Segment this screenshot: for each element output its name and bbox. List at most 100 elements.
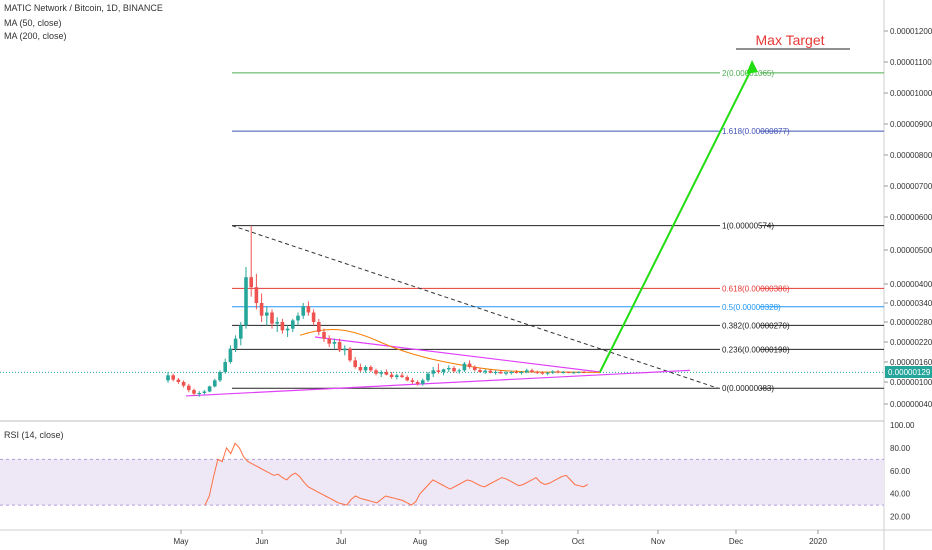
candle-body (431, 370, 435, 374)
price-tick-label: 0.00000040 (890, 400, 932, 409)
candle-body (410, 380, 415, 382)
candle-body (540, 372, 545, 374)
rsi-tick-label: 20.00 (890, 513, 911, 522)
candle-body (296, 315, 300, 321)
price-tick-label: 0.00000500 (890, 246, 932, 255)
rsi-tick-label: 40.00 (890, 490, 911, 499)
rsi-tick-label: 80.00 (890, 444, 911, 453)
candle-body (462, 363, 467, 371)
candle-body (171, 375, 175, 380)
price-tick-label: 0.00000160 (890, 358, 932, 367)
candle-body (249, 277, 253, 288)
candle-body (374, 370, 378, 374)
candle-body (483, 370, 487, 372)
candle-body (457, 370, 461, 372)
time-tick-label: 2020 (809, 537, 827, 546)
candle-body (254, 287, 259, 303)
wedge-lower (185, 369, 691, 397)
time-tick-label: Sep (495, 537, 510, 546)
candle-body (525, 370, 529, 372)
time-tick-label: Dec (729, 537, 743, 546)
candle-body (452, 368, 456, 372)
price-tick-label: 0.00000800 (890, 151, 932, 160)
candle-body (478, 370, 482, 372)
candle-body (270, 312, 274, 324)
candle-body (327, 338, 331, 344)
price-tick-label: 0.00000700 (890, 182, 932, 191)
candle-body (213, 380, 217, 387)
fib-label: 1(0.00000574) (722, 222, 774, 231)
price-tick-label: 0.00000220 (890, 338, 932, 347)
fib-levels: 2(0.00001065)1.618(0.00000877)1(0.000005… (232, 69, 884, 393)
fib-label: 0.382(0.00000270) (722, 321, 790, 330)
fib-label: 0.5(0.00000328) (722, 303, 781, 312)
time-tick-label: Aug (413, 537, 427, 546)
candle-body (426, 373, 430, 381)
candle-body (499, 372, 503, 374)
candle-body (369, 367, 373, 371)
candle-body (530, 370, 534, 372)
candle-body (265, 312, 269, 316)
price-tick-label: 0.00000900 (890, 120, 932, 129)
candle-body (317, 322, 321, 332)
candle-body (473, 367, 477, 370)
candle-body (176, 379, 181, 382)
candle-body (467, 363, 472, 367)
price-tick-label: 0.00001100 (890, 58, 932, 67)
candle-body (358, 367, 363, 371)
rsi-line (204, 442, 588, 506)
candle-body (504, 372, 508, 374)
candle-body (535, 372, 539, 373)
candle-body (514, 372, 519, 373)
candles (166, 225, 586, 397)
drawings (0, 60, 884, 397)
candle-body (566, 372, 571, 373)
candle-body (441, 369, 446, 372)
rsi-tick-label: 100.00 (890, 421, 915, 430)
candle-body (348, 348, 352, 361)
fib-label: 0(0.00000083) (722, 384, 774, 393)
time-tick-label: Oct (572, 537, 585, 546)
candle-body (259, 303, 264, 316)
candle-body (415, 382, 420, 384)
price-tick-label: 0.00000400 (890, 280, 932, 289)
ma50-line (299, 329, 601, 373)
candle-body (551, 371, 555, 373)
candle-body (556, 371, 560, 373)
price-tick-label: 0.00000100 (890, 378, 932, 387)
candle-body (577, 372, 581, 373)
candle-body (306, 306, 311, 313)
candle-body (509, 372, 513, 373)
candle-body (379, 372, 383, 374)
wedge-upper (314, 336, 601, 373)
price-axis: 0.00001200 0.00001100 0.00001000 0.00000900… (884, 27, 932, 409)
ma50-legend[interactable]: MA (50, close) (4, 18, 62, 28)
time-tick-label: Jun (256, 537, 269, 546)
candle-body (384, 372, 389, 375)
price-tick-label: 0.00000280 (890, 318, 932, 327)
candle-body (561, 372, 565, 373)
candle-body (228, 348, 233, 362)
candle-body (239, 325, 243, 339)
candle-body (244, 277, 248, 326)
rsi-pane: 100.00 80.00 60.00 40.00 20.00 (0, 421, 915, 522)
candle-body (332, 342, 337, 344)
price-tick-label: 0.00001200 (890, 27, 932, 36)
candle-body (571, 372, 576, 374)
ma200-legend[interactable]: MA (200, close) (4, 31, 67, 41)
max-target-label: Max Target (756, 32, 825, 48)
candle-body (218, 372, 222, 381)
rsi-legend[interactable]: RSI (14, close) (4, 430, 64, 440)
time-tick-label: Nov (651, 537, 665, 546)
candle-body (363, 367, 368, 371)
fib-label: 0.236(0.00000198) (722, 345, 790, 354)
candle-body (447, 368, 451, 370)
candle-body (353, 360, 357, 367)
candle-body (405, 377, 409, 381)
candle-body (197, 393, 201, 394)
target-arrow-head (746, 60, 758, 74)
candle-body (322, 332, 326, 339)
fib-label: 0.618(0.00000386) (722, 284, 790, 293)
candle-body (311, 312, 316, 322)
